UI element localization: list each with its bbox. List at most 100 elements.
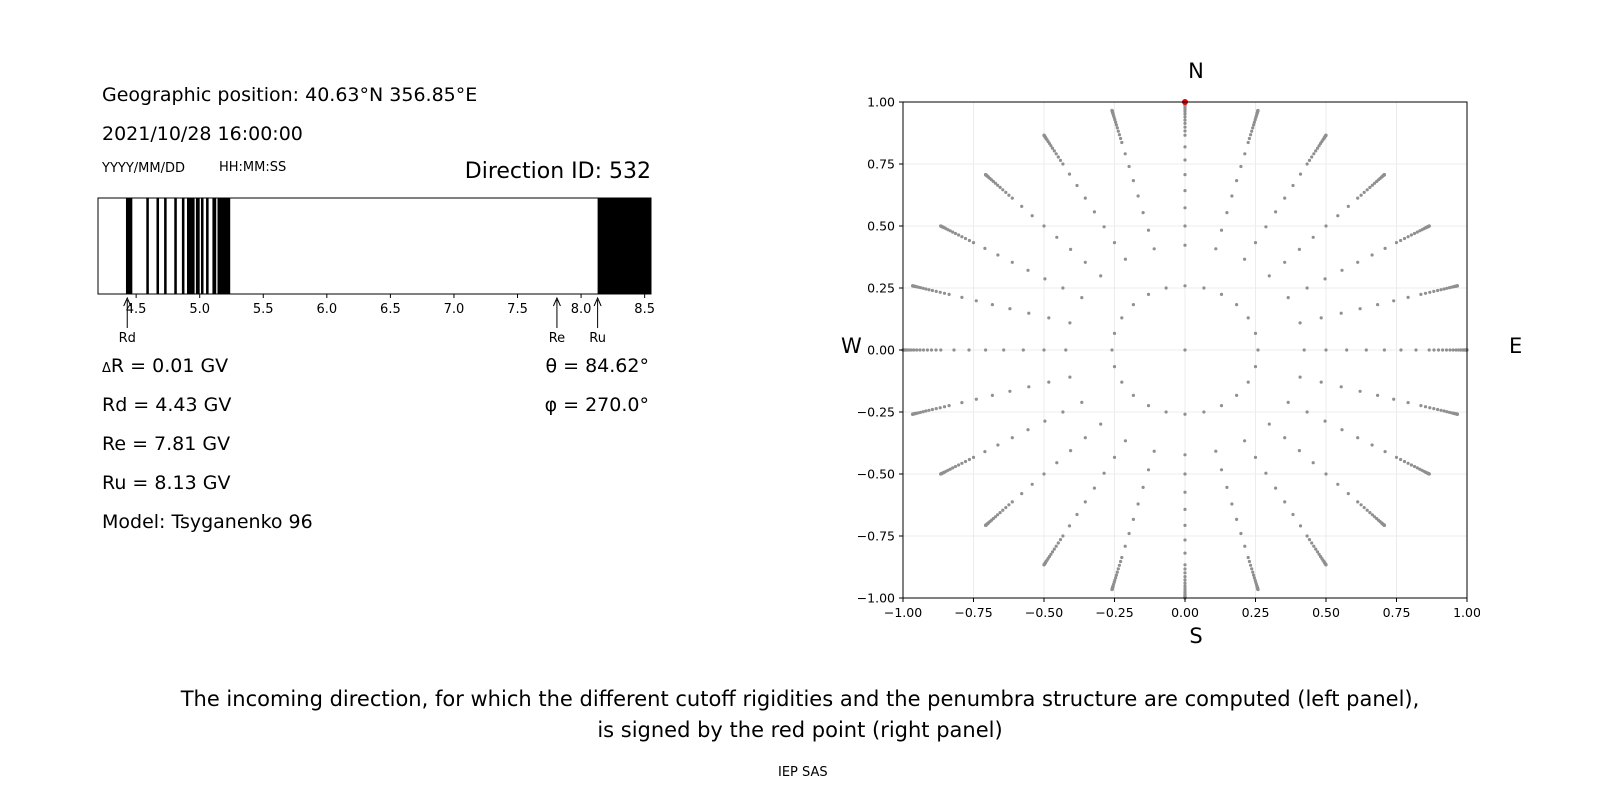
direction-point	[1311, 235, 1315, 239]
direction-point	[1183, 538, 1187, 542]
direction-point	[1075, 512, 1079, 517]
direction-point	[1230, 502, 1234, 506]
marker-label: Ru	[589, 331, 606, 346]
forbidden-band	[195, 198, 200, 294]
direction-point	[1043, 419, 1047, 423]
direction-point	[1058, 538, 1063, 542]
direction-point	[1116, 129, 1120, 133]
direction-point	[1114, 120, 1118, 124]
direction-point	[974, 397, 978, 401]
direction-point	[1305, 410, 1309, 414]
direction-point	[1183, 243, 1187, 247]
direction-point	[1286, 296, 1290, 300]
direction-point	[1120, 140, 1124, 145]
direction-point	[1382, 348, 1386, 352]
direction-point	[1310, 541, 1314, 545]
direction-point	[983, 246, 987, 250]
direction-point	[1324, 563, 1328, 567]
direction-point	[957, 233, 961, 237]
direction-point	[1340, 428, 1344, 432]
direction-point	[1364, 348, 1368, 352]
direction-point	[1432, 348, 1436, 352]
direction-point	[1239, 164, 1243, 169]
direction-point	[1010, 260, 1014, 264]
direction-point	[1099, 422, 1103, 426]
direction-point	[1365, 508, 1369, 512]
direction-point	[1246, 380, 1250, 384]
direction-point	[1146, 404, 1151, 408]
direction-point	[1406, 295, 1410, 299]
direction-point	[1183, 158, 1187, 162]
direction-point	[1026, 268, 1030, 272]
direction-point	[1432, 289, 1436, 293]
direction-point	[1183, 189, 1187, 193]
direction-point	[1075, 183, 1079, 188]
direction-point	[1010, 500, 1014, 504]
direction-point	[1183, 112, 1187, 116]
direction-point	[1131, 393, 1135, 397]
direction-point	[1119, 136, 1123, 141]
direction-point	[1356, 196, 1360, 200]
bar-tick-label: 6.0	[316, 302, 337, 317]
direction-point	[1314, 547, 1318, 551]
direction-point	[1183, 571, 1187, 575]
direction-point	[1243, 152, 1247, 156]
direction-point	[1183, 523, 1187, 527]
direction-point	[1131, 179, 1135, 183]
direction-point	[1061, 162, 1065, 166]
direction-point	[925, 348, 929, 352]
direction-point	[1252, 123, 1256, 127]
direction-point	[1141, 211, 1145, 215]
direction-point	[921, 348, 926, 352]
direction-point	[953, 464, 958, 469]
direction-point	[1305, 534, 1309, 538]
direction-point	[1056, 541, 1060, 545]
direction-point	[1439, 288, 1443, 292]
direction-point	[1120, 380, 1124, 384]
bar-tick-label: 5.0	[189, 302, 210, 317]
direction-point	[1314, 149, 1318, 153]
direction-point	[1436, 348, 1441, 352]
direction-point	[1445, 286, 1449, 290]
sky-map-chart: −1.00 −0.75 −0.50 −0.25 0.00 0.25 0.50 0.75 1.00…	[857, 95, 1480, 621]
direction-point	[1441, 348, 1445, 352]
direction-point	[1061, 286, 1065, 290]
direction-point	[1219, 292, 1224, 296]
direction-point	[1442, 287, 1446, 291]
x-tick-label: 0.50	[1312, 605, 1340, 620]
direction-point	[983, 450, 987, 454]
footer-credit: IEP SAS	[778, 765, 828, 780]
direction-point	[1428, 290, 1432, 294]
delta-r-value: ΔR = 0.01 GV	[102, 355, 228, 377]
direction-point	[1061, 534, 1065, 538]
direction-point	[1183, 284, 1187, 288]
direction-point	[967, 238, 971, 243]
direction-point	[1183, 145, 1187, 149]
direction-point	[1042, 224, 1046, 228]
forbidden-band	[186, 198, 195, 294]
direction-point	[960, 235, 964, 239]
direction-point	[1042, 133, 1046, 137]
y-tick-label: −0.25	[857, 405, 895, 420]
direction-point	[1428, 406, 1432, 410]
direction-point	[1336, 214, 1340, 218]
direction-point	[960, 461, 964, 465]
direction-point	[1267, 422, 1271, 426]
forbidden-band	[597, 198, 651, 294]
direction-point	[963, 236, 968, 241]
direction-point	[1406, 461, 1410, 465]
direction-point	[998, 511, 1002, 515]
direction-point	[1283, 196, 1287, 200]
direction-point	[1112, 241, 1117, 245]
bar-tick-label: 4.5	[126, 302, 147, 317]
direction-point	[942, 291, 947, 295]
direction-point	[1080, 296, 1084, 300]
bar-tick-label: 8.0	[571, 302, 592, 317]
direction-point	[1297, 449, 1301, 453]
direction-point	[971, 455, 976, 459]
direction-point	[1112, 365, 1117, 369]
marker-arrowhead	[593, 296, 602, 307]
bar-tick-label: 7.5	[507, 302, 528, 317]
direction-point	[984, 523, 988, 527]
direction-point	[1340, 268, 1344, 272]
